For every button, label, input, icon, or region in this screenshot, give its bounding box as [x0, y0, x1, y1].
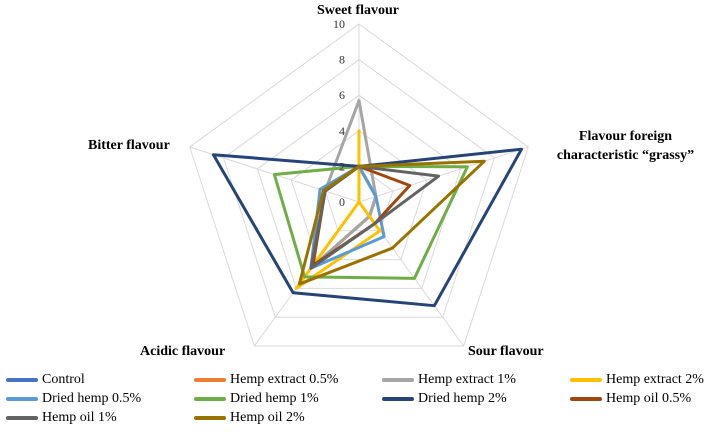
legend-label: Dried hemp 2% — [418, 391, 507, 406]
legend-item: Hemp extract 2% — [570, 370, 704, 390]
axis-label-sweet-flavour: Sweet flavour — [316, 3, 400, 18]
legend-item: Hemp oil 1% — [6, 408, 117, 428]
radar-tick-labels: 0 2 4 6 8 10 — [333, 17, 345, 209]
series-line-dried-hemp-2 — [211, 147, 524, 308]
radar-series-group — [211, 99, 524, 308]
legend-label: Hemp extract 1% — [418, 372, 516, 387]
legend-label: Hemp extract 2% — [606, 372, 704, 387]
legend-label: Control — [42, 372, 85, 387]
series-line-hemp-extract-1 — [309, 99, 378, 270]
tick-label: 4 — [339, 124, 345, 138]
legend-item: Hemp extract 1% — [382, 370, 516, 390]
tick-label: 6 — [339, 88, 345, 102]
legend-item: Dried hemp 0.5% — [6, 389, 141, 409]
axis-label-acidic-flavour: Acidic flavour — [140, 344, 226, 359]
series-line-hemp-oil-2 — [297, 159, 486, 286]
legend-swatch — [194, 378, 226, 382]
legend-item: Hemp oil 2% — [194, 408, 305, 428]
legend-label: Dried hemp 0.5% — [42, 391, 142, 406]
legend-item: Control — [6, 370, 85, 390]
tick-label: 10 — [333, 17, 345, 31]
series-line-hemp-extract-2 — [294, 129, 382, 290]
axis-label-bitter-flavour: Bitter flavour — [88, 138, 170, 153]
legend-swatch — [570, 378, 602, 382]
legend-swatch — [6, 397, 38, 401]
legend-label: Dried hemp 1% — [230, 391, 319, 406]
tick-label: 8 — [339, 53, 345, 67]
legend-swatch — [6, 378, 38, 382]
legend-label: Hemp oil 2% — [230, 410, 305, 425]
legend-label: Hemp extract 0.5% — [230, 372, 339, 387]
legend-swatch — [570, 397, 602, 401]
grid-ring — [222, 58, 496, 318]
legend-swatch — [382, 378, 414, 382]
series-line-dried-hemp-1 — [272, 164, 469, 280]
tick-label: 0 — [339, 195, 345, 209]
legend-swatch — [6, 416, 38, 420]
legend-swatch — [194, 397, 226, 401]
grid-spoke — [358, 146, 529, 203]
legend-item: Hemp oil 0.5% — [570, 389, 691, 409]
axis-label-grassy-line1: Flavour foreign — [578, 129, 673, 144]
legend-item: Dried hemp 2% — [382, 389, 507, 409]
legend-label: Hemp oil 0.5% — [606, 391, 692, 406]
tick-label: 2 — [339, 159, 345, 173]
axis-label-grassy-line2: characteristic “grassy” — [556, 148, 695, 163]
axis-label-sour-flavour: Sour flavour — [468, 344, 544, 359]
legend-item: Dried hemp 1% — [194, 389, 319, 409]
legend-swatch — [382, 397, 414, 401]
legend-item: Hemp extract 0.5% — [194, 370, 338, 390]
chart-legend: Control Hemp extract 0.5% Hemp extract 1% H… — [0, 368, 711, 432]
legend-swatch — [194, 416, 226, 420]
legend-label: Hemp oil 1% — [42, 410, 117, 425]
series-line-dried-hemp-0-5 — [309, 164, 386, 270]
grid-ring — [189, 23, 529, 347]
